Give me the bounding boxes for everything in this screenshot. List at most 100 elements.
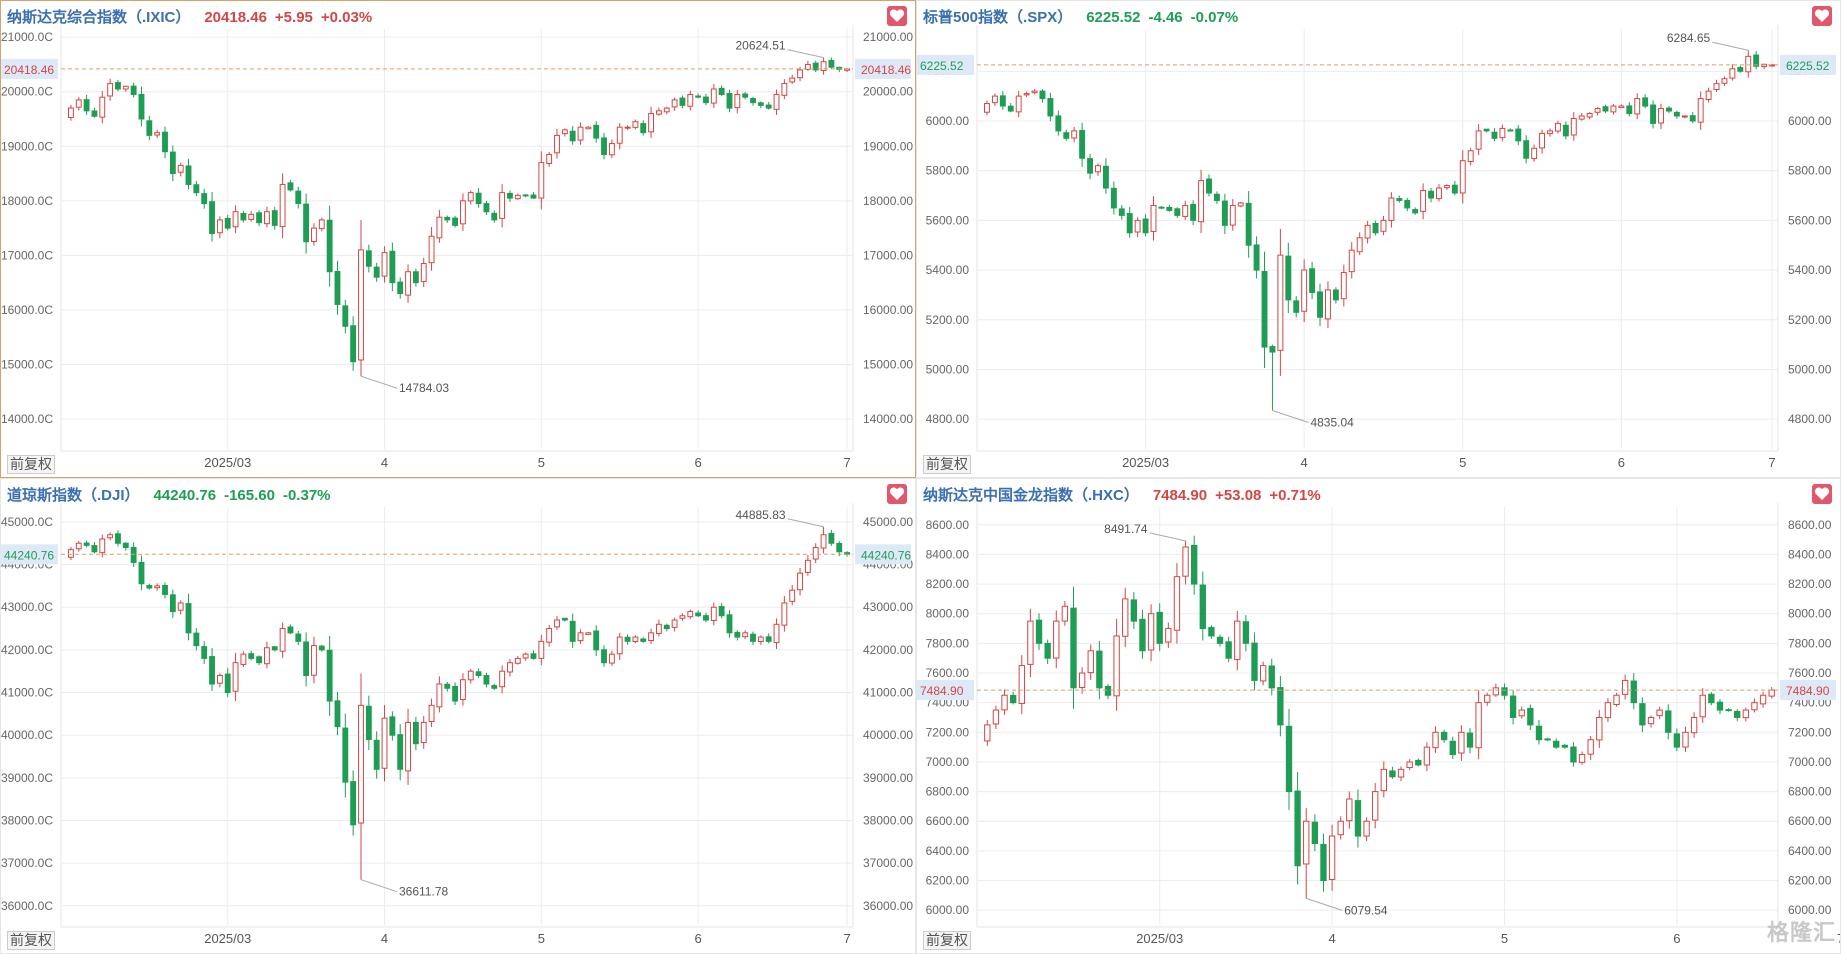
candle[interactable] xyxy=(530,650,537,660)
candle[interactable] xyxy=(789,584,796,606)
candle[interactable] xyxy=(1182,540,1189,585)
candle[interactable] xyxy=(1729,64,1736,81)
chart-panel[interactable]: 标普500指数（.SPX） 6225.52 -4.46 -0.07% 4800.00 48… xyxy=(916,0,1841,478)
candle[interactable] xyxy=(1229,199,1236,231)
candle[interactable] xyxy=(1547,128,1553,137)
candle[interactable] xyxy=(1031,89,1038,95)
candle[interactable] xyxy=(381,705,388,782)
candle[interactable] xyxy=(1096,640,1103,700)
candle[interactable] xyxy=(561,128,568,137)
candle[interactable] xyxy=(405,264,411,303)
candle[interactable] xyxy=(209,192,215,242)
candle[interactable] xyxy=(1436,184,1442,202)
candle[interactable] xyxy=(1725,708,1732,712)
candle[interactable] xyxy=(1578,112,1585,121)
candle[interactable] xyxy=(703,93,709,106)
candle[interactable] xyxy=(1531,144,1538,162)
candle[interactable] xyxy=(1630,673,1637,710)
candle[interactable] xyxy=(1118,204,1125,220)
candle[interactable] xyxy=(726,89,733,113)
candle[interactable] xyxy=(1768,687,1775,699)
candle[interactable] xyxy=(1501,683,1508,700)
candle[interactable] xyxy=(789,74,796,84)
candle[interactable] xyxy=(1380,216,1387,236)
candle[interactable] xyxy=(256,210,263,227)
candle[interactable] xyxy=(1587,735,1594,760)
candle[interactable] xyxy=(836,66,843,73)
candle[interactable] xyxy=(1596,710,1603,748)
candle[interactable] xyxy=(1745,50,1752,78)
candle[interactable] xyxy=(1610,103,1617,115)
candle[interactable] xyxy=(671,97,678,111)
candle[interactable] xyxy=(279,173,286,239)
candle[interactable] xyxy=(303,193,310,254)
candle[interactable] xyxy=(655,619,662,637)
candle[interactable] xyxy=(1303,808,1310,899)
candle[interactable] xyxy=(1705,87,1712,103)
candle[interactable] xyxy=(1475,124,1482,156)
adjust-mode-button[interactable]: 前复权 xyxy=(7,931,55,950)
candle[interactable] xyxy=(1561,743,1568,749)
candle[interactable] xyxy=(295,630,302,646)
candle[interactable] xyxy=(436,676,443,713)
candle[interactable] xyxy=(750,96,756,106)
candle[interactable] xyxy=(577,122,584,145)
candle[interactable] xyxy=(365,244,372,273)
candle[interactable] xyxy=(1708,692,1715,706)
candle[interactable] xyxy=(1484,692,1491,706)
candle[interactable] xyxy=(1626,102,1633,117)
candle[interactable] xyxy=(146,583,153,590)
candle[interactable] xyxy=(1348,242,1355,279)
candle[interactable] xyxy=(1380,761,1387,798)
candle[interactable] xyxy=(773,89,780,115)
chart-panel[interactable]: 纳斯达克综合指数（.IXIC） 20418.46 +5.95 +0.03% 14000.… xyxy=(0,0,916,478)
candle[interactable] xyxy=(428,698,435,727)
candle[interactable] xyxy=(122,542,129,551)
candle[interactable] xyxy=(1642,94,1649,109)
candle[interactable] xyxy=(263,206,270,228)
candle[interactable] xyxy=(507,659,513,677)
candle[interactable] xyxy=(655,107,662,116)
candle[interactable] xyxy=(1018,655,1025,715)
candle[interactable] xyxy=(248,650,255,661)
candle[interactable] xyxy=(342,299,349,334)
candle[interactable] xyxy=(710,84,717,108)
candle[interactable] xyxy=(459,673,466,706)
candle[interactable] xyxy=(1665,704,1672,740)
candle[interactable] xyxy=(1553,738,1560,749)
candle[interactable] xyxy=(718,85,725,97)
candle[interactable] xyxy=(538,634,545,666)
candle[interactable] xyxy=(773,618,780,649)
candle[interactable] xyxy=(1158,205,1165,210)
candle[interactable] xyxy=(601,645,607,667)
chart-panel[interactable]: 道琼斯指数（.DJI） 44240.76 -165.60 -0.37% 36000.0C… xyxy=(0,478,916,954)
candle[interactable] xyxy=(1130,592,1138,630)
candle[interactable] xyxy=(1182,200,1189,220)
candle[interactable] xyxy=(530,191,537,199)
candle[interactable] xyxy=(1656,706,1663,720)
candle[interactable] xyxy=(608,650,615,666)
candle[interactable] xyxy=(1412,207,1419,215)
candle[interactable] xyxy=(648,106,655,138)
candle[interactable] xyxy=(1009,691,1017,705)
candle[interactable] xyxy=(687,609,694,620)
candle[interactable] xyxy=(1001,689,1008,715)
candle[interactable] xyxy=(452,682,459,706)
candle[interactable] xyxy=(1363,817,1370,841)
candle[interactable] xyxy=(640,120,647,136)
candle[interactable] xyxy=(703,612,709,623)
candle[interactable] xyxy=(342,713,349,798)
candle[interactable] xyxy=(1293,296,1300,318)
candle[interactable] xyxy=(1539,129,1546,154)
candle[interactable] xyxy=(522,194,529,198)
candle[interactable] xyxy=(420,715,427,749)
candle[interactable] xyxy=(436,210,443,243)
candle[interactable] xyxy=(412,716,419,751)
candle[interactable] xyxy=(1221,193,1228,234)
candle[interactable] xyxy=(765,633,772,644)
candle[interactable] xyxy=(1639,697,1646,733)
candle[interactable] xyxy=(326,635,333,716)
candle[interactable] xyxy=(1027,608,1034,678)
candle[interactable] xyxy=(1015,91,1022,118)
candle[interactable] xyxy=(169,589,176,618)
